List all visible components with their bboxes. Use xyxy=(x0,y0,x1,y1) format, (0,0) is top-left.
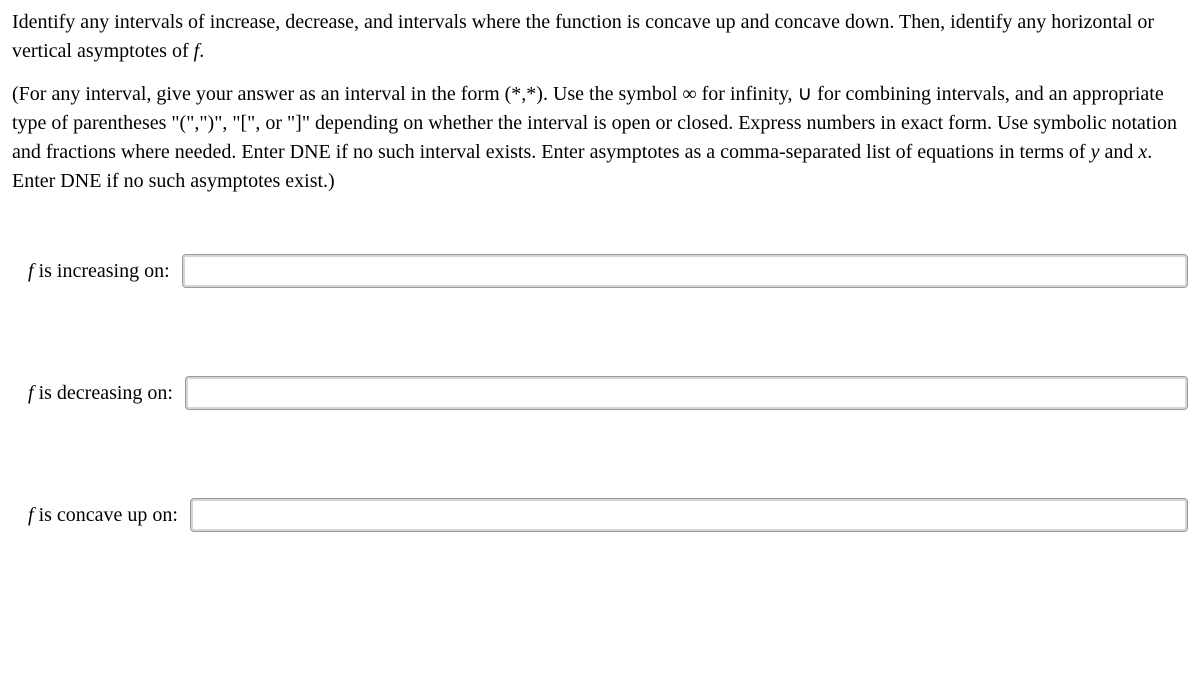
answer-row-decreasing: f is decreasing on: xyxy=(12,376,1188,410)
instructions: Identify any intervals of increase, decr… xyxy=(12,8,1188,196)
label-concave-up: f is concave up on: xyxy=(28,501,178,530)
input-decreasing[interactable] xyxy=(185,376,1188,410)
input-concave-up[interactable] xyxy=(190,498,1188,532)
text: and xyxy=(1099,141,1138,163)
answer-block: f is increasing on: f is decreasing on: … xyxy=(12,254,1188,532)
label-text: is concave up on: xyxy=(34,504,178,526)
input-increasing[interactable] xyxy=(182,254,1188,288)
instructions-paragraph-1: Identify any intervals of increase, decr… xyxy=(12,8,1188,66)
answer-row-concave-up: f is concave up on: xyxy=(12,498,1188,532)
label-decreasing: f is decreasing on: xyxy=(28,379,173,408)
label-text: is decreasing on: xyxy=(34,382,173,404)
variable-x: x xyxy=(1138,141,1147,163)
instructions-paragraph-2: (For any interval, give your answer as a… xyxy=(12,80,1188,196)
text: (For any interval, give your answer as a… xyxy=(12,83,1177,163)
label-increasing: f is increasing on: xyxy=(28,257,170,286)
text: . xyxy=(199,40,204,62)
label-text: is increasing on: xyxy=(34,260,170,282)
answer-row-increasing: f is increasing on: xyxy=(12,254,1188,288)
text: Identify any intervals of increase, decr… xyxy=(12,11,1154,62)
